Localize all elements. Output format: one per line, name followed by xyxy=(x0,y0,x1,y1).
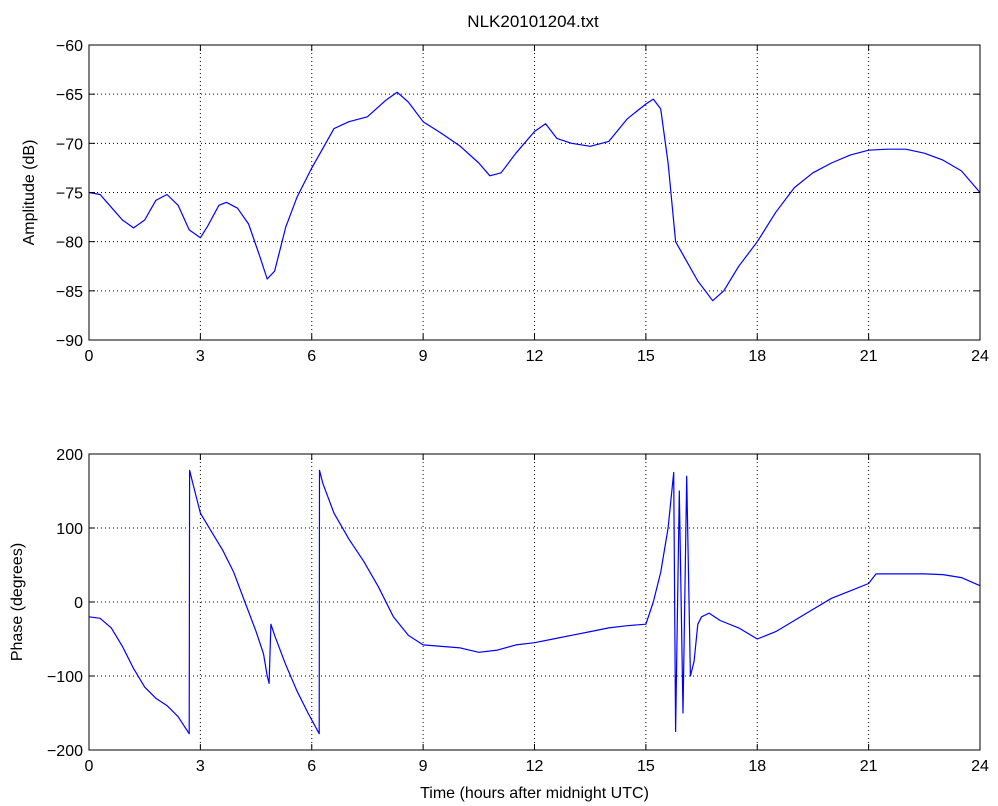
amplitude-plot: NLK20101204.txt 0 3 6 9 12 15 18 21 24 −90 −85 −80 −… xyxy=(21,12,989,365)
phase-grid xyxy=(89,454,980,750)
x-tick-label: 21 xyxy=(860,348,878,365)
phase-y-axis-label: Phase (degrees) xyxy=(9,543,26,661)
y-tick-label: −65 xyxy=(56,87,83,104)
series-line xyxy=(88,91,981,302)
amplitude-ticks: 0 3 6 9 12 15 18 21 24 −90 −85 −80 −75 −70 −65 −60 xyxy=(56,38,989,365)
x-tick-label: 18 xyxy=(748,348,766,365)
y-tick-label: −80 xyxy=(56,235,83,252)
x-tick-label: 15 xyxy=(637,348,655,365)
phase-ticks: 0 3 6 9 12 15 18 21 24 −200 −100 0 100 200 xyxy=(47,447,989,775)
plot-title: NLK20101204.txt xyxy=(467,12,599,31)
phase-plot: 0 3 6 9 12 15 18 21 24 −200 −100 0 100 200 Phase (deg… xyxy=(9,447,989,802)
y-tick-label: −85 xyxy=(56,284,83,301)
amplitude-grid xyxy=(89,45,980,340)
x-tick-label: 0 xyxy=(85,758,94,775)
x-tick-label: 12 xyxy=(526,758,544,775)
y-tick-label: 200 xyxy=(56,447,83,464)
y-tick-label: −60 xyxy=(56,38,83,55)
amplitude-series xyxy=(88,91,981,302)
x-tick-label: 0 xyxy=(85,348,94,365)
x-tick-label: 3 xyxy=(196,348,205,365)
x-tick-label: 6 xyxy=(307,348,316,365)
x-tick-label: 6 xyxy=(307,758,316,775)
series-line xyxy=(88,469,981,735)
y-tick-label: −200 xyxy=(47,743,83,760)
x-tick-label: 15 xyxy=(637,758,655,775)
y-tick-label: 0 xyxy=(74,595,83,612)
x-tick-label: 21 xyxy=(860,758,878,775)
y-tick-label: −70 xyxy=(56,136,83,153)
x-tick-label: 24 xyxy=(971,348,989,365)
phase-series xyxy=(88,469,981,735)
y-tick-label: 100 xyxy=(56,521,83,538)
y-tick-label: −75 xyxy=(56,186,83,203)
y-tick-label: −100 xyxy=(47,669,83,686)
amplitude-y-axis-label: Amplitude (dB) xyxy=(21,140,38,246)
x-tick-label: 3 xyxy=(196,758,205,775)
time-x-axis-label: Time (hours after midnight UTC) xyxy=(420,785,649,802)
x-tick-label: 24 xyxy=(971,758,989,775)
x-tick-label: 9 xyxy=(419,758,428,775)
y-tick-label: −90 xyxy=(56,333,83,350)
x-tick-label: 9 xyxy=(419,348,428,365)
x-tick-label: 18 xyxy=(748,758,766,775)
x-tick-label: 12 xyxy=(526,348,544,365)
